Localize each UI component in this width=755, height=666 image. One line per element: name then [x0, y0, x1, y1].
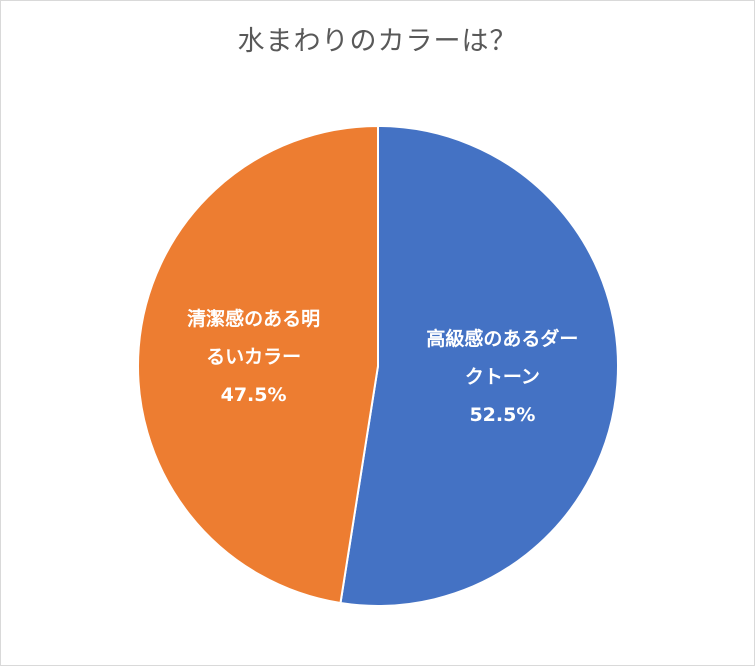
- slice-category-label-0: 高級感のあるダー: [426, 327, 578, 350]
- slice-label-1: 清潔感のある明るいカラー 47.5%: [187, 307, 320, 406]
- slice-label-0: 高級感のあるダークトーン 52.5%: [426, 327, 578, 426]
- pie-slice-1: [137, 124, 379, 605]
- chart-title: 水まわりのカラーは？: [237, 26, 518, 57]
- slice-value-label-1: 47.5%: [221, 384, 287, 406]
- slice-value-label-0: 52.5%: [469, 404, 535, 426]
- slice-category-label-1: 清潔感のある明: [187, 307, 320, 330]
- slice-category-label-1: るいカラー: [206, 346, 301, 368]
- pie-slice-0: [339, 124, 619, 607]
- slice-category-label-0: クトーン: [465, 366, 540, 388]
